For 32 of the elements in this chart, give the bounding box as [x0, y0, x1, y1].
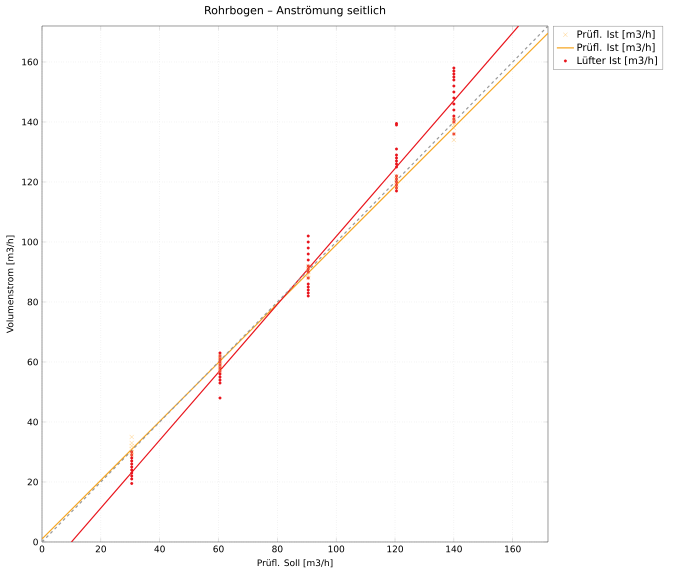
x-tick-label: 120 — [387, 546, 404, 552]
y-tick-label: 40 — [27, 418, 38, 426]
legend-label: Lüfter Ist [m3/h] — [578, 56, 657, 66]
point — [452, 122, 456, 128]
y-tick-label: 140 — [22, 118, 38, 126]
y-tick-label: 120 — [22, 178, 38, 186]
y-tick-label: 0 — [33, 538, 38, 546]
x-tick-label: 80 — [272, 546, 282, 552]
y-tick-label: 20 — [28, 478, 38, 486]
point — [129, 440, 134, 446]
x-axis-title: Prüfl. Soll [m3/h] — [258, 559, 332, 568]
x-tick-label: 0 — [40, 546, 44, 552]
chart-title: Rohrbogen – Anströmung seitlich — [205, 6, 386, 16]
y-tick-label: 160 — [22, 58, 38, 66]
x-tick-label: 40 — [154, 546, 165, 552]
point — [129, 444, 134, 448]
point — [129, 434, 134, 440]
x-tick-label: 20 — [96, 546, 106, 552]
y-tick-label: 100 — [22, 238, 38, 246]
point — [452, 126, 456, 130]
y-axis-title: Volumenstrom [m3/h] — [6, 236, 14, 334]
point — [452, 138, 456, 142]
point — [129, 446, 134, 452]
legend-label: Prüfl. Ist [m3/h] — [578, 30, 655, 40]
legend-label: Prüfl. Ist [m3/h] — [578, 43, 655, 52]
x-tick-label: 140 — [446, 546, 462, 552]
point — [306, 272, 311, 278]
y-tick-label: 80 — [28, 298, 38, 306]
x-tick-label: 160 — [505, 546, 521, 552]
x-tick-label: 60 — [213, 546, 224, 552]
y-tick-label: 60 — [28, 358, 38, 366]
x-tick-label: 100 — [328, 546, 344, 552]
